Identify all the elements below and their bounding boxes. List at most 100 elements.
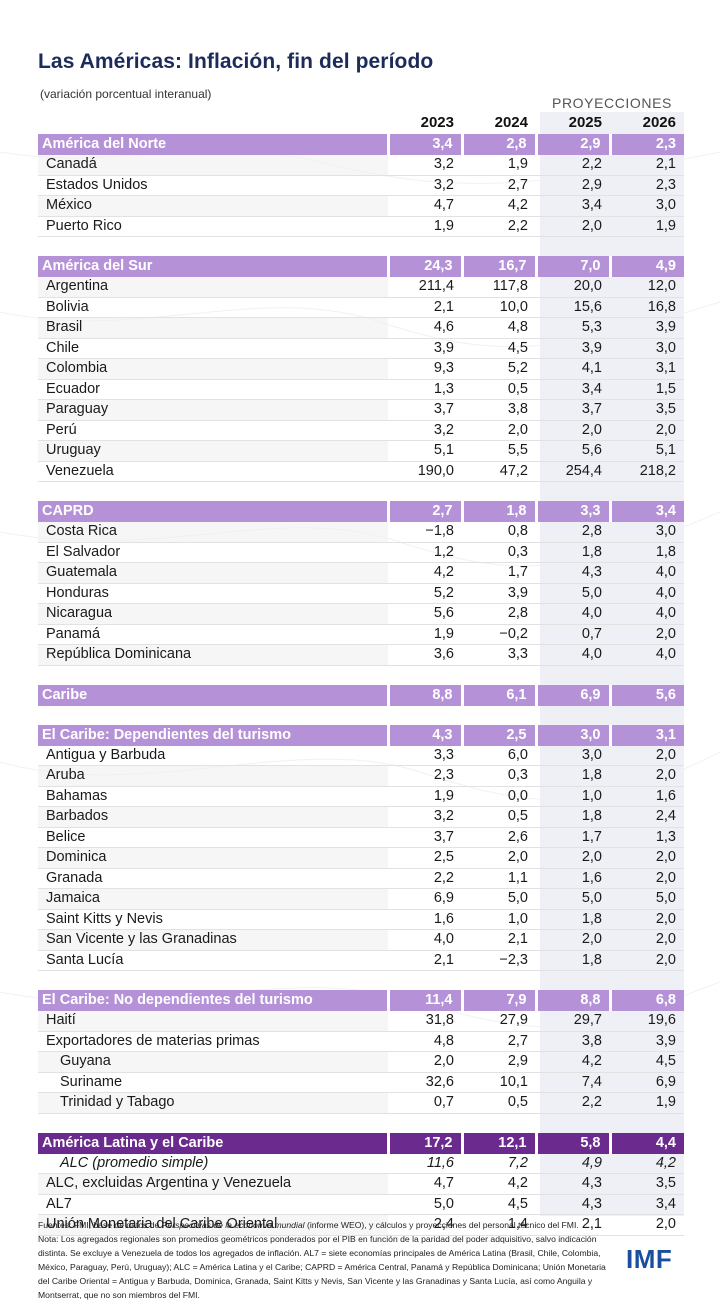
table-row: San Vicente y las Granadinas 4,0 2,1 2,0 2,0 bbox=[38, 929, 684, 951]
table-row: Argentina 211,4 117,8 20,0 12,0 bbox=[38, 277, 684, 298]
value-cell: 4,0 bbox=[388, 929, 462, 951]
value-cell: 1,6 bbox=[388, 909, 462, 930]
spacer-row bbox=[38, 706, 684, 725]
table-row: AL7 5,0 4,5 4,3 3,4 bbox=[38, 1194, 684, 1215]
table-row: Haití 31,8 27,9 29,7 19,6 bbox=[38, 1011, 684, 1032]
value-cell: 3,9 bbox=[610, 317, 684, 339]
row-label: Santa Lucía bbox=[38, 950, 388, 971]
spacer-row bbox=[38, 971, 684, 991]
value-cell: 4,5 bbox=[610, 1051, 684, 1073]
row-label: Unión Monetaria del Caribe Oriental bbox=[38, 1214, 388, 1236]
row-label: Chile bbox=[38, 338, 388, 359]
table-row: Canadá 3,2 1,9 2,2 2,1 bbox=[38, 155, 684, 176]
value-cell: 3,8 bbox=[536, 1031, 610, 1052]
value-cell: 4,2 bbox=[388, 562, 462, 584]
table-row: Trinidad y Tabago 0,7 0,5 2,2 1,9 bbox=[38, 1092, 684, 1114]
value-cell: 3,2 bbox=[388, 175, 462, 196]
value-cell: 5,2 bbox=[388, 583, 462, 604]
imf-logo: IMF bbox=[626, 1244, 673, 1274]
value-cell: 4,2 bbox=[536, 1051, 610, 1073]
value-cell: 2,8 bbox=[462, 603, 536, 625]
spacer-row bbox=[38, 1113, 684, 1133]
value-cell: 6,9 bbox=[610, 1072, 684, 1093]
value-cell: 2,0 bbox=[536, 847, 610, 869]
value-cell: 0,3 bbox=[462, 765, 536, 787]
group-value-cell: 7,9 bbox=[462, 990, 538, 1011]
row-label: ALC, excluidas Argentina y Venezuela bbox=[38, 1173, 388, 1195]
value-cell: 0,0 bbox=[462, 786, 536, 807]
row-label: AL7 bbox=[38, 1194, 388, 1215]
value-cell: 2,0 bbox=[610, 847, 684, 869]
value-cell: 4,8 bbox=[462, 317, 536, 339]
row-label: Colombia bbox=[38, 358, 388, 380]
row-label: Ecuador bbox=[38, 379, 388, 400]
value-cell: 3,9 bbox=[462, 583, 536, 604]
group-name: El Caribe: No dependientes del turismo bbox=[38, 990, 390, 1011]
group-value-cell: 3,4 bbox=[388, 134, 464, 155]
value-cell: 4,3 bbox=[536, 562, 610, 584]
value-cell: 4,2 bbox=[462, 195, 536, 217]
value-cell: 218,2 bbox=[610, 461, 684, 482]
value-cell: 2,6 bbox=[462, 827, 536, 848]
value-cell: 5,0 bbox=[388, 1194, 462, 1215]
table-row: Jamaica 6,9 5,0 5,0 5,0 bbox=[38, 888, 684, 910]
value-cell: 3,3 bbox=[462, 644, 536, 666]
sources-prefix: Fuentes: FMI, base de datos de bbox=[38, 1220, 162, 1230]
value-cell: 2,0 bbox=[610, 868, 684, 889]
row-label: Puerto Rico bbox=[38, 216, 388, 237]
value-cell: 254,4 bbox=[536, 461, 610, 482]
value-cell: 0,7 bbox=[536, 624, 610, 645]
spacer-cell bbox=[38, 971, 684, 991]
group-value-cell: 2,7 bbox=[388, 501, 464, 522]
year-header: 2026 bbox=[642, 114, 676, 131]
table-row: Belice 3,7 2,6 1,7 1,3 bbox=[38, 827, 684, 848]
table-row: México 4,7 4,2 3,4 3,0 bbox=[38, 195, 684, 217]
value-cell: 4,2 bbox=[462, 1173, 536, 1195]
value-cell: 4,2 bbox=[610, 1153, 684, 1174]
group-value-cell: 3,4 bbox=[610, 501, 684, 522]
value-cell: 4,0 bbox=[536, 644, 610, 666]
value-cell: 3,5 bbox=[610, 1173, 684, 1195]
value-cell: 4,5 bbox=[462, 1194, 536, 1215]
table-row: Nicaragua 5,6 2,8 4,0 4,0 bbox=[38, 603, 684, 625]
value-cell: 2,3 bbox=[388, 765, 462, 787]
value-cell: 2,1 bbox=[462, 929, 536, 951]
value-cell: 1,9 bbox=[610, 1092, 684, 1114]
table-row: Guyana 2,0 2,9 4,2 4,5 bbox=[38, 1051, 684, 1073]
value-cell: 10,0 bbox=[462, 297, 536, 318]
table-row: Saint Kitts y Nevis 1,6 1,0 1,8 2,0 bbox=[38, 909, 684, 930]
value-cell: 0,5 bbox=[462, 379, 536, 400]
value-cell: 1,9 bbox=[610, 216, 684, 237]
value-cell: 3,7 bbox=[388, 827, 462, 848]
group-value-cell: 6,8 bbox=[610, 990, 684, 1011]
value-cell: 4,0 bbox=[610, 603, 684, 625]
value-cell: 1,1 bbox=[462, 868, 536, 889]
table-row: Perú 3,2 2,0 2,0 2,0 bbox=[38, 420, 684, 441]
value-cell: 31,8 bbox=[388, 1011, 462, 1032]
value-cell: 2,0 bbox=[610, 909, 684, 930]
value-cell: 2,5 bbox=[388, 847, 462, 869]
sources-italic: Perspectivas de la economía mundial bbox=[161, 1220, 305, 1230]
value-cell: 47,2 bbox=[462, 461, 536, 482]
value-cell: 19,6 bbox=[610, 1011, 684, 1032]
footnotes: Fuentes: FMI, base de datos de Perspecti… bbox=[38, 1218, 614, 1302]
value-cell: 3,3 bbox=[388, 745, 462, 766]
value-cell: 3,0 bbox=[610, 522, 684, 543]
table-row: Puerto Rico 1,9 2,2 2,0 1,9 bbox=[38, 216, 684, 237]
table-row: Dominica 2,5 2,0 2,0 2,0 bbox=[38, 847, 684, 869]
row-label: Canadá bbox=[38, 155, 388, 176]
value-cell: −2,3 bbox=[462, 950, 536, 971]
row-label: Paraguay bbox=[38, 399, 388, 421]
table-row: República Dominicana 3,6 3,3 4,0 4,0 bbox=[38, 644, 684, 666]
value-cell: 2,3 bbox=[610, 175, 684, 196]
value-cell: 0,5 bbox=[462, 1092, 536, 1114]
value-cell: 3,0 bbox=[536, 745, 610, 766]
group-header-row: CAPRD 2,7 1,8 3,3 3,4 bbox=[38, 501, 684, 522]
value-cell: 15,6 bbox=[536, 297, 610, 318]
value-cell: 0,7 bbox=[388, 1092, 462, 1114]
table-row: Brasil 4,6 4,8 5,3 3,9 bbox=[38, 317, 684, 339]
value-cell: 3,2 bbox=[388, 806, 462, 828]
value-cell: 2,0 bbox=[536, 216, 610, 237]
value-cell: 20,0 bbox=[536, 277, 610, 298]
group-name: América del Norte bbox=[38, 134, 390, 155]
